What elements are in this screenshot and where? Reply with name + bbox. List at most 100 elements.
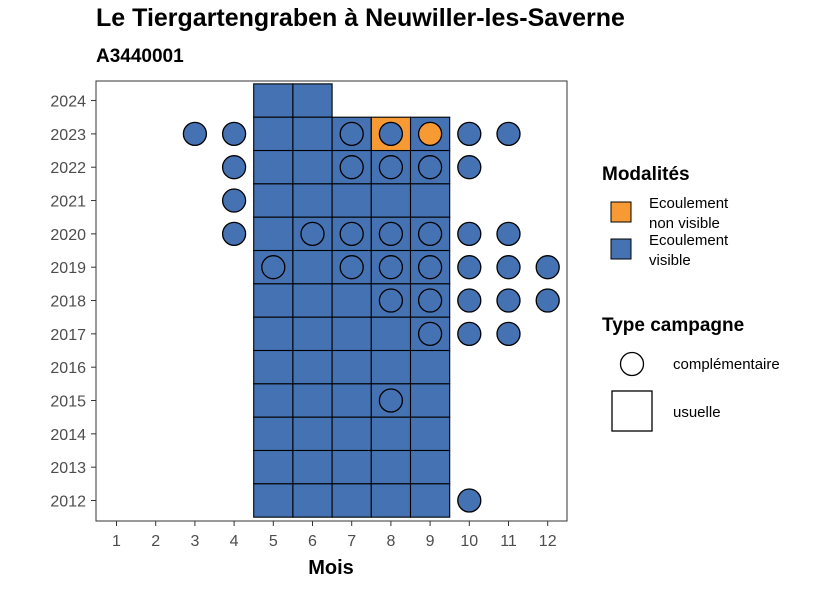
legend-type-title: Type campagne (602, 315, 744, 336)
tile-usuelle-2017-6 (292, 316, 333, 352)
legend-label-non-visible-1: Ecoulement (649, 195, 729, 212)
tile-usuelle-2024-5 (253, 83, 294, 118)
tile-usuelle-2013-5 (253, 449, 294, 485)
legend-key-visible (610, 238, 632, 260)
tile-usuelle-2016-9 (409, 349, 451, 385)
legend-key-non-visible (610, 201, 632, 223)
tile-usuelle-2016-8 (370, 349, 412, 385)
tile-usuelle-2021-7 (331, 183, 372, 218)
tile-usuelle-2015-9 (409, 383, 451, 418)
x-axis-title: Mois (308, 557, 354, 579)
point-complementaire-2020-6 (300, 221, 325, 247)
tile-usuelle-2018-5 (253, 283, 294, 318)
tile-usuelle-2014-9 (409, 416, 451, 452)
legend-label-usuelle: usuelle (673, 404, 721, 421)
x-tick-label-9: 9 (426, 533, 435, 550)
point-complementaire-2018-12 (535, 288, 560, 313)
legend-key-complementaire (619, 351, 645, 377)
point-complementaire-2022-7 (339, 155, 364, 180)
tile-usuelle-2016-5 (253, 349, 294, 385)
legend: Modalités Ecoulement non visible Ecoulem… (602, 164, 780, 432)
x-tick-label-7: 7 (347, 533, 356, 550)
tile-usuelle-2013-8 (370, 449, 412, 485)
tile-usuelle-2018-7 (331, 283, 372, 318)
tile-usuelle-2014-6 (292, 416, 333, 452)
x-tick-label-10: 10 (460, 533, 478, 550)
tile-usuelle-2016-7 (331, 349, 372, 385)
point-complementaire-2020-10 (457, 221, 482, 247)
usuelle-tiles (253, 83, 451, 518)
point-complementaire-2017-9 (417, 321, 443, 347)
tile-usuelle-2014-7 (331, 416, 372, 452)
tile-usuelle-2012-6 (292, 483, 333, 518)
legend-modalites-title: Modalités (602, 164, 690, 185)
point-complementaire-2019-5 (261, 255, 286, 280)
y-tick-label-2012: 2012 (50, 494, 86, 511)
point-complementaire-2019-7 (339, 255, 364, 280)
tile-usuelle-2015-7 (331, 383, 372, 418)
point-complementaire-2022-9 (417, 155, 443, 180)
legend-label-visible-1: Ecoulement (649, 232, 729, 249)
y-tick-label-2018: 2018 (50, 294, 86, 311)
tile-usuelle-2022-5 (253, 149, 294, 185)
point-complementaire-2023-10 (457, 121, 482, 147)
point-complementaire-2018-8 (378, 288, 404, 313)
x-tick-label-8: 8 (386, 533, 395, 550)
y-tick-label-2020: 2020 (50, 227, 86, 244)
y-tick-label-2019: 2019 (50, 260, 86, 277)
y-tick-label-2017: 2017 (50, 327, 86, 344)
point-complementaire-2019-10 (457, 255, 482, 280)
point-complementaire-2020-9 (417, 221, 443, 247)
tile-usuelle-2023-5 (253, 116, 294, 152)
y-axis: 2012 2013 2014 2015 2016 2017 2018 2019 2020 2021… (50, 94, 96, 511)
tile-usuelle-2016-6 (292, 349, 333, 385)
x-tick-label-11: 11 (500, 533, 517, 550)
point-complementaire-2012-10 (457, 488, 482, 513)
point-complementaire-2018-11 (496, 288, 521, 313)
point-complementaire-2022-10 (457, 155, 482, 180)
legend-label-visible-2: visible (649, 252, 691, 269)
point-complementaire-2019-11 (496, 255, 521, 280)
legend-label-complementaire: complémentaire (673, 356, 780, 373)
point-complementaire-2018-10 (457, 288, 482, 313)
tile-usuelle-2021-8 (370, 183, 412, 218)
point-complementaire-2015-8 (378, 388, 404, 413)
point-complementaire-2023-4 (221, 121, 247, 147)
point-complementaire-2023-11 (496, 121, 521, 147)
point-complementaire-2023-9 (417, 121, 443, 147)
y-tick-label-2021: 2021 (50, 194, 86, 211)
tile-usuelle-2020-5 (253, 216, 294, 252)
chart-subtitle: A3440001 (96, 46, 184, 67)
y-tick-label-2015: 2015 (50, 394, 86, 411)
tile-usuelle-2017-7 (331, 316, 372, 352)
x-tick-label-12: 12 (539, 533, 557, 550)
chart-title: Le Tiergartengraben à Neuwiller-les-Save… (96, 4, 625, 32)
tile-usuelle-2012-7 (331, 483, 372, 518)
x-tick-label-2: 2 (151, 533, 160, 550)
point-complementaire-2023-3 (182, 121, 208, 147)
tile-usuelle-2013-6 (292, 449, 333, 485)
x-tick-label-5: 5 (269, 533, 278, 550)
tile-usuelle-2017-8 (370, 316, 412, 352)
point-complementaire-2020-8 (378, 221, 404, 247)
tile-usuelle-2012-5 (253, 483, 294, 518)
tile-usuelle-2019-6 (292, 249, 333, 285)
tile-usuelle-2014-8 (370, 416, 412, 452)
x-tick-label-1: 1 (112, 533, 121, 550)
tile-usuelle-2015-6 (292, 383, 333, 418)
complementaire-points (182, 121, 560, 513)
y-tick-label-2023: 2023 (50, 127, 86, 144)
point-complementaire-2021-4 (221, 188, 247, 213)
tile-usuelle-2012-8 (370, 483, 412, 518)
point-complementaire-2020-11 (496, 221, 521, 247)
tile-usuelle-2021-5 (253, 183, 294, 218)
y-tick-label-2022: 2022 (50, 160, 86, 177)
point-complementaire-2017-10 (457, 321, 482, 347)
legend-key-usuelle (611, 390, 653, 432)
tile-usuelle-2014-5 (253, 416, 294, 452)
y-tick-label-2016: 2016 (50, 360, 86, 377)
point-complementaire-2019-8 (378, 255, 404, 280)
legend-label-non-visible-2: non visible (649, 215, 720, 232)
tile-usuelle-2015-5 (253, 383, 294, 418)
